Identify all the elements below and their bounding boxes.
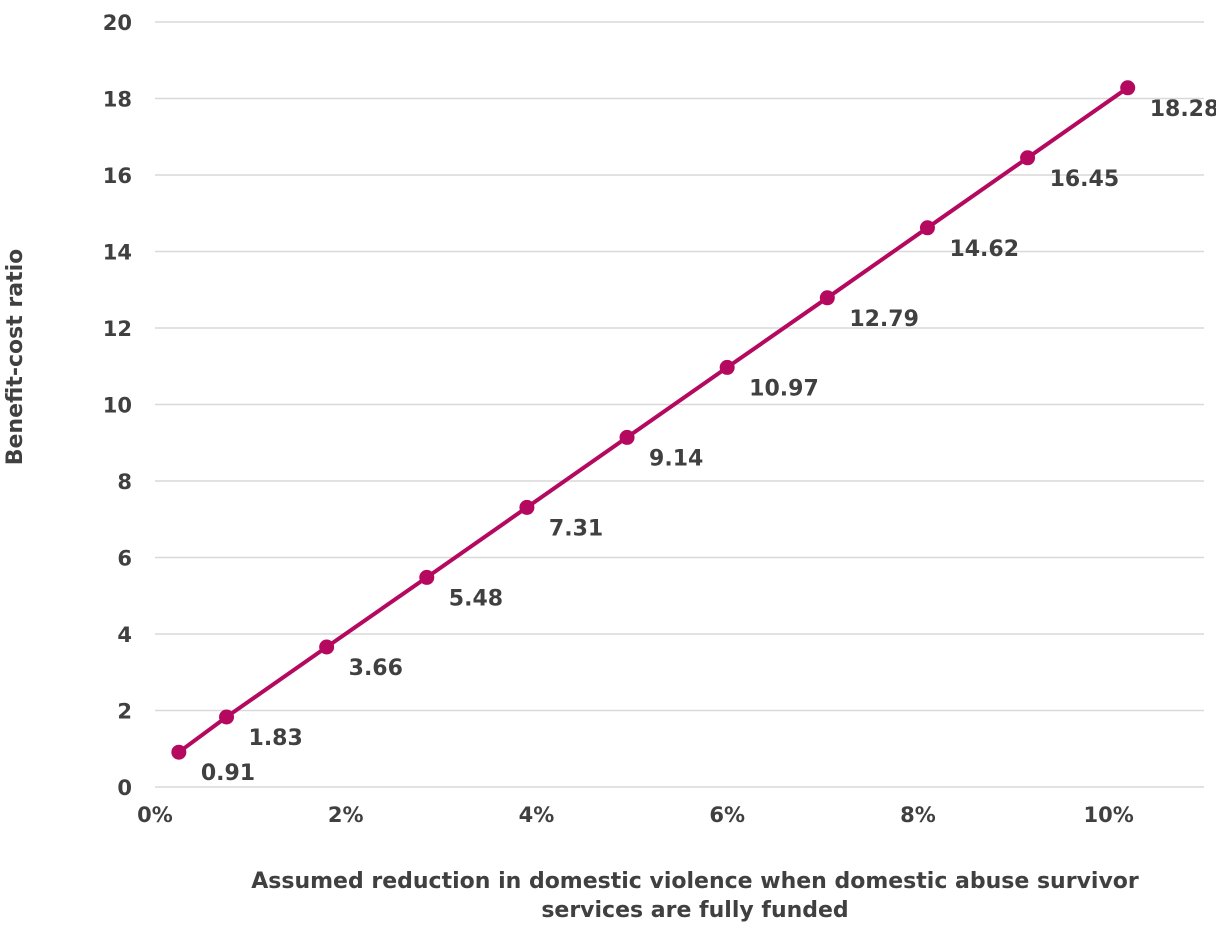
y-tick-label: 4 bbox=[117, 623, 132, 647]
data-label: 0.91 bbox=[201, 761, 255, 786]
y-tick-label: 16 bbox=[103, 164, 132, 188]
data-point bbox=[1020, 150, 1036, 166]
x-axis-title-line-1: Assumed reduction in domestic violence w… bbox=[251, 869, 1139, 894]
data-label: 18.28 bbox=[1150, 97, 1216, 122]
data-labels: 0.91 1.83 3.66 5.48 7.31 9.14 10.97 12.79 14.62 1… bbox=[201, 97, 1216, 786]
y-tick-label: 10 bbox=[103, 394, 132, 418]
data-point bbox=[171, 744, 187, 760]
y-tick-label: 20 bbox=[103, 11, 132, 35]
data-label: 5.48 bbox=[449, 586, 503, 611]
data-point bbox=[219, 709, 235, 725]
y-tick-label: 6 bbox=[117, 547, 132, 571]
y-tick-label: 14 bbox=[103, 241, 132, 265]
data-point bbox=[619, 429, 635, 445]
data-label: 14.62 bbox=[949, 237, 1019, 262]
x-tick-label: 6% bbox=[709, 803, 745, 827]
data-label: 12.79 bbox=[849, 307, 919, 332]
data-label: 16.45 bbox=[1050, 167, 1120, 192]
y-axis-ticks: 0 2 4 6 8 10 12 14 16 18 20 bbox=[103, 11, 132, 800]
data-point bbox=[419, 569, 435, 585]
y-axis-title: Benefit-cost ratio bbox=[3, 249, 28, 466]
data-point bbox=[919, 220, 935, 236]
data-points bbox=[171, 80, 1136, 760]
x-tick-label: 0% bbox=[137, 803, 173, 827]
gridlines bbox=[155, 21, 1204, 788]
data-point bbox=[719, 359, 735, 375]
y-tick-label: 8 bbox=[117, 470, 132, 494]
x-axis-ticks: 0% 2% 4% 6% 8% 10% bbox=[137, 803, 1134, 827]
data-label: 7.31 bbox=[549, 516, 603, 541]
data-point bbox=[1120, 80, 1136, 96]
x-tick-label: 8% bbox=[900, 803, 936, 827]
y-tick-label: 12 bbox=[103, 317, 132, 341]
y-tick-label: 2 bbox=[117, 700, 132, 724]
x-tick-label: 10% bbox=[1084, 803, 1134, 827]
data-label: 3.66 bbox=[349, 656, 403, 681]
x-axis-title-line-2: services are fully funded bbox=[541, 898, 848, 923]
series-line bbox=[176, 85, 1130, 755]
data-label: 9.14 bbox=[649, 446, 703, 471]
data-point bbox=[319, 639, 335, 655]
x-tick-label: 4% bbox=[519, 803, 555, 827]
x-tick-label: 2% bbox=[328, 803, 364, 827]
data-point bbox=[519, 499, 535, 515]
y-tick-label: 18 bbox=[103, 88, 132, 112]
data-label: 1.83 bbox=[249, 726, 303, 751]
series-line-group bbox=[176, 85, 1130, 755]
y-tick-label: 0 bbox=[117, 776, 132, 800]
data-point bbox=[819, 290, 835, 306]
data-label: 10.97 bbox=[749, 376, 819, 401]
